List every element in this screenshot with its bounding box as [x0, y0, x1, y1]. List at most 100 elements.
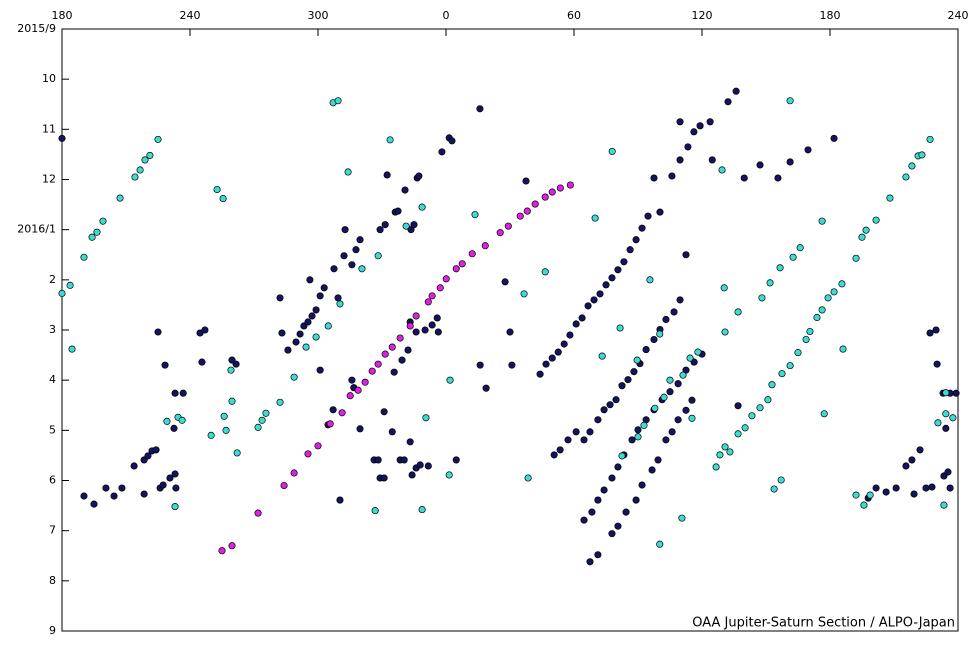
point	[886, 194, 894, 202]
point	[882, 488, 890, 496]
point	[572, 320, 580, 328]
point	[586, 428, 594, 436]
point	[219, 195, 227, 203]
point	[824, 294, 832, 302]
point	[424, 462, 432, 470]
point	[481, 242, 489, 250]
point	[171, 389, 179, 397]
x-tick-label: 300	[308, 9, 329, 22]
point	[227, 366, 235, 374]
point	[612, 396, 620, 404]
point	[388, 343, 396, 351]
point	[276, 294, 284, 302]
point	[633, 356, 641, 364]
x-tick-label: 120	[692, 9, 713, 22]
point	[436, 284, 444, 292]
point	[852, 254, 860, 262]
point	[618, 452, 626, 460]
point	[588, 508, 596, 516]
point	[718, 166, 726, 174]
point	[716, 451, 724, 459]
point	[756, 161, 764, 169]
point	[262, 409, 270, 417]
point	[616, 324, 624, 332]
point	[550, 451, 558, 459]
point	[306, 276, 314, 284]
point	[662, 436, 670, 444]
point	[634, 426, 642, 434]
point	[721, 328, 729, 336]
point	[371, 507, 379, 515]
point	[598, 352, 606, 360]
point	[90, 500, 98, 508]
x-tick-label: 180	[820, 9, 841, 22]
point	[926, 135, 934, 143]
point	[116, 194, 124, 202]
point	[324, 322, 332, 330]
point	[548, 354, 556, 362]
point	[632, 236, 640, 244]
point	[93, 228, 101, 236]
point	[806, 327, 814, 336]
point	[776, 264, 784, 272]
point	[292, 338, 300, 346]
point	[316, 366, 324, 374]
point	[626, 246, 634, 254]
point	[258, 416, 266, 424]
point	[396, 334, 404, 342]
point	[666, 388, 674, 396]
point	[374, 360, 382, 368]
point	[161, 361, 169, 369]
point	[732, 87, 740, 95]
point	[706, 118, 714, 126]
point	[666, 376, 674, 384]
point	[383, 171, 391, 179]
point	[642, 346, 650, 354]
point	[218, 547, 226, 555]
point	[708, 156, 716, 164]
point	[340, 252, 348, 260]
y-tick-label: 2016/1	[17, 223, 56, 236]
point	[380, 474, 388, 482]
point	[159, 481, 167, 489]
point	[406, 438, 414, 446]
point	[88, 233, 96, 241]
point	[922, 484, 930, 492]
point	[839, 345, 847, 353]
point	[852, 491, 860, 499]
point	[892, 484, 900, 492]
point	[531, 200, 539, 208]
point	[688, 414, 696, 422]
point	[656, 540, 664, 548]
point	[721, 443, 729, 451]
point	[674, 380, 682, 388]
point	[758, 294, 766, 302]
point	[656, 330, 664, 338]
point	[326, 420, 334, 428]
point	[346, 392, 354, 400]
point	[412, 328, 420, 336]
point	[452, 456, 460, 464]
point	[720, 284, 728, 292]
point	[438, 148, 446, 156]
point	[572, 428, 580, 436]
point	[501, 278, 509, 286]
point	[290, 469, 298, 477]
point	[400, 456, 408, 464]
point	[946, 484, 954, 492]
point	[908, 456, 916, 464]
y-tick-label: 4	[49, 373, 56, 386]
point	[696, 122, 704, 130]
x-tick-label: 240	[948, 9, 969, 22]
point	[312, 306, 320, 314]
point	[916, 446, 924, 454]
point	[352, 246, 360, 254]
point	[131, 173, 139, 181]
point	[496, 229, 504, 237]
point	[316, 292, 324, 300]
point	[523, 207, 531, 215]
x-tick-label: 240	[180, 9, 201, 22]
point	[648, 466, 656, 474]
point	[860, 501, 868, 509]
point	[778, 370, 786, 378]
